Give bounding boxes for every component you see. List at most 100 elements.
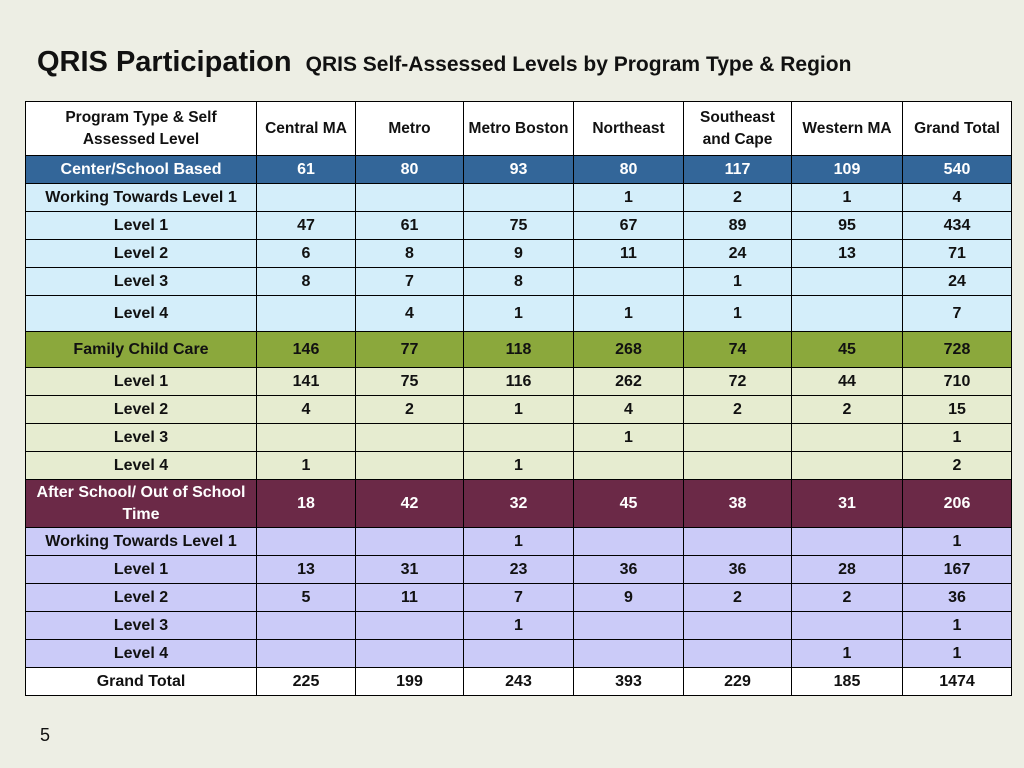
table-cell: 72 — [683, 367, 792, 396]
table-cell — [256, 183, 356, 212]
table-cell: 93 — [463, 155, 574, 184]
table-cell: 1 — [791, 639, 903, 668]
table-cell: 7 — [463, 583, 574, 612]
table-cell: 728 — [902, 331, 1012, 368]
table-row: Working Towards Level 1 1 2 1 4 — [25, 183, 1012, 212]
table-cell: 434 — [902, 211, 1012, 240]
table-row: Level 1 141 75 116 262 72 44 710 — [25, 367, 1012, 396]
row-label: Grand Total — [25, 667, 257, 696]
table-cell — [355, 423, 464, 452]
table-cell: 4 — [256, 395, 356, 424]
row-label: Level 2 — [25, 583, 257, 612]
table-cell — [355, 611, 464, 640]
table-cell: 146 — [256, 331, 356, 368]
table-cell: 7 — [355, 267, 464, 296]
column-header: Metro Boston — [463, 101, 574, 156]
table-cell: 75 — [355, 367, 464, 396]
row-label: After School/ Out of School Time — [25, 479, 257, 528]
table-cell — [791, 267, 903, 296]
table-row: Level 3 1 1 — [25, 611, 1012, 640]
table-cell: 2 — [683, 395, 792, 424]
row-label: Center/School Based — [25, 155, 257, 184]
table-cell: 1 — [256, 451, 356, 480]
table-row: Level 1 13 31 23 36 36 28 167 — [25, 555, 1012, 584]
table-cell — [256, 295, 356, 332]
table-cell: 38 — [683, 479, 792, 528]
column-header: Grand Total — [902, 101, 1012, 156]
table-cell: 167 — [902, 555, 1012, 584]
row-label: Level 4 — [25, 451, 257, 480]
table-cell — [791, 527, 903, 556]
table-cell: 540 — [902, 155, 1012, 184]
table-cell: 32 — [463, 479, 574, 528]
title-subtitle: QRIS Self-Assessed Levels by Program Typ… — [305, 53, 852, 76]
table-cell: 5 — [256, 583, 356, 612]
table-cell: 23 — [463, 555, 574, 584]
table-cell — [355, 639, 464, 668]
table-cell: 45 — [791, 331, 903, 368]
table-cell: 116 — [463, 367, 574, 396]
table-cell: 18 — [256, 479, 356, 528]
table-cell: 42 — [355, 479, 464, 528]
table-cell — [683, 527, 792, 556]
table-cell: 2 — [791, 583, 903, 612]
table-cell: 1474 — [902, 667, 1012, 696]
table-cell — [683, 451, 792, 480]
table-cell: 1 — [463, 611, 574, 640]
table-row: Level 3 8 7 8 1 24 — [25, 267, 1012, 296]
table-cell — [791, 451, 903, 480]
table-cell: 6 — [256, 239, 356, 268]
table-cell: 118 — [463, 331, 574, 368]
table-cell: 2 — [683, 183, 792, 212]
table-cell: 8 — [463, 267, 574, 296]
table-cell: 95 — [791, 211, 903, 240]
table-cell — [463, 423, 574, 452]
table-cell — [683, 423, 792, 452]
table-cell: 75 — [463, 211, 574, 240]
table-cell: 109 — [791, 155, 903, 184]
row-label: Level 2 — [25, 395, 257, 424]
slide-title: QRIS Participation QRIS Self-Assessed Lev… — [37, 46, 851, 79]
table-cell: 9 — [463, 239, 574, 268]
table-row: Level 2 5 11 7 9 2 2 36 — [25, 583, 1012, 612]
table-cell: 36 — [902, 583, 1012, 612]
table-cell — [355, 527, 464, 556]
table-cell: 710 — [902, 367, 1012, 396]
row-label: Level 1 — [25, 367, 257, 396]
table-cell — [256, 527, 356, 556]
table-row: Level 3 1 1 — [25, 423, 1012, 452]
table-cell: 8 — [256, 267, 356, 296]
table-cell: 1 — [791, 183, 903, 212]
table-cell: 31 — [355, 555, 464, 584]
page-number: 5 — [40, 725, 51, 745]
table-cell: 36 — [683, 555, 792, 584]
table-cell — [256, 639, 356, 668]
table-row-group-family: Family Child Care 146 77 118 268 74 45 7… — [25, 331, 1012, 368]
table-row-group-center: Center/School Based 61 80 93 80 117 109 … — [25, 155, 1012, 184]
table-cell: 47 — [256, 211, 356, 240]
qris-levels-table: Program Type & Self Assessed Level Centr… — [25, 101, 1012, 696]
table-row-grand-total: Grand Total 225 199 243 393 229 185 1474 — [25, 667, 1012, 696]
table-cell: 1 — [902, 527, 1012, 556]
table-cell: 61 — [355, 211, 464, 240]
row-label: Level 1 — [25, 211, 257, 240]
table-cell: 24 — [902, 267, 1012, 296]
table-cell: 199 — [355, 667, 464, 696]
table-cell — [256, 423, 356, 452]
table-cell: 45 — [573, 479, 684, 528]
table-cell: 11 — [355, 583, 464, 612]
row-label: Working Towards Level 1 — [25, 183, 257, 212]
table-cell — [463, 639, 574, 668]
row-label: Level 2 — [25, 239, 257, 268]
table-cell: 1 — [902, 639, 1012, 668]
row-label: Level 4 — [25, 639, 257, 668]
table-row: Working Towards Level 1 1 1 — [25, 527, 1012, 556]
table-cell: 11 — [573, 239, 684, 268]
table-cell — [683, 611, 792, 640]
table-cell: 268 — [573, 331, 684, 368]
table-cell — [791, 423, 903, 452]
table-cell: 80 — [573, 155, 684, 184]
table-cell — [573, 267, 684, 296]
title-main: QRIS Participation — [37, 46, 292, 78]
table-cell: 80 — [355, 155, 464, 184]
